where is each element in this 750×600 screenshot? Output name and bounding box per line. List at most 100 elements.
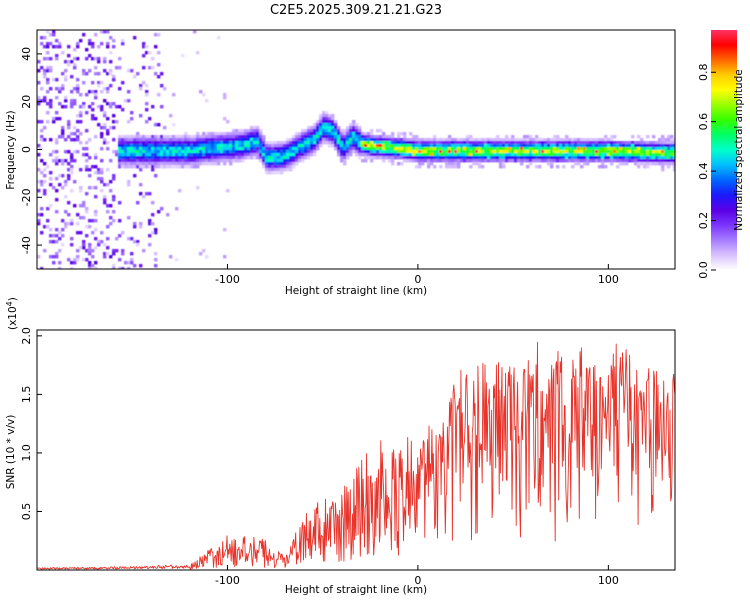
heatmap-cell	[238, 150, 242, 154]
heatmap-cell	[52, 78, 56, 82]
heatmap-cell	[643, 159, 647, 163]
heatmap-cell	[244, 138, 248, 142]
heatmap-cell	[271, 147, 275, 151]
heatmap-cell	[217, 132, 221, 136]
heatmap-cell	[124, 153, 128, 157]
heatmap-cell	[394, 153, 398, 157]
heatmap-cell	[583, 147, 587, 151]
heatmap-cell	[229, 132, 233, 136]
heatmap-cell	[118, 162, 122, 166]
heatmap-cell	[385, 147, 389, 151]
heatmap-cell	[463, 147, 467, 151]
heatmap-cell	[403, 153, 407, 157]
heatmap-cell	[361, 132, 365, 136]
heatmap-cell	[121, 231, 125, 235]
heatmap-cell	[664, 138, 668, 142]
heatmap-cell	[40, 171, 44, 175]
heatmap-cell	[574, 144, 578, 148]
heatmap-cell	[511, 141, 515, 145]
heatmap-cell	[286, 141, 290, 145]
heatmap-cell	[100, 81, 104, 85]
heatmap-cell	[103, 57, 107, 61]
heatmap-cell	[232, 129, 236, 133]
heatmap-cell	[220, 144, 224, 148]
heatmap-cell	[226, 189, 230, 193]
heatmap-cell	[193, 144, 197, 148]
heatmap-cell	[298, 132, 302, 136]
heatmap-cell	[664, 144, 668, 148]
heatmap-cell	[76, 87, 80, 91]
heatmap-cell	[451, 153, 455, 157]
heatmap-cell	[586, 141, 590, 145]
heatmap-cell	[331, 126, 335, 130]
heatmap-cell	[658, 138, 662, 142]
heatmap-cell	[559, 144, 563, 148]
heatmap-cell	[292, 153, 296, 157]
heatmap-cell	[586, 150, 590, 154]
heatmap-cell	[430, 159, 434, 163]
heatmap-cell	[145, 138, 149, 142]
heatmap-cell	[235, 156, 239, 160]
heatmap-cell	[85, 234, 89, 238]
heatmap-cell	[589, 153, 593, 157]
heatmap-cell	[157, 165, 161, 169]
heatmap-cell	[64, 60, 68, 64]
spectrogram-x-tick-label: 0	[414, 273, 421, 286]
heatmap-cell	[142, 138, 146, 142]
heatmap-cell	[67, 201, 71, 205]
heatmap-cell	[613, 150, 617, 154]
heatmap-cell	[178, 150, 182, 154]
heatmap-cell	[508, 159, 512, 163]
heatmap-cell	[388, 156, 392, 160]
heatmap-cell	[187, 159, 191, 163]
heatmap-cell	[322, 126, 326, 130]
heatmap-cell	[145, 120, 149, 124]
heatmap-cell	[568, 144, 572, 148]
heatmap-cell	[79, 216, 83, 220]
heatmap-cell	[346, 153, 350, 157]
heatmap-cell	[115, 237, 119, 241]
heatmap-cell	[148, 243, 152, 247]
heatmap-cell	[58, 231, 62, 235]
heatmap-cell	[475, 150, 479, 154]
heatmap-cell	[193, 147, 197, 151]
heatmap-cell	[40, 231, 44, 235]
heatmap-cell	[169, 162, 173, 166]
heatmap-cell	[121, 162, 125, 166]
heatmap-cell	[355, 138, 359, 142]
heatmap-cell	[157, 63, 161, 67]
heatmap-cells	[37, 30, 675, 269]
heatmap-cell	[253, 135, 257, 139]
heatmap-cell	[193, 150, 197, 154]
heatmap-cell	[61, 159, 65, 163]
spectrogram-y-tick-label: 0	[20, 146, 33, 153]
heatmap-cell	[103, 114, 107, 118]
heatmap-cell	[613, 159, 617, 163]
heatmap-cell	[535, 153, 539, 157]
heatmap-cell	[568, 138, 572, 142]
heatmap-cell	[451, 138, 455, 142]
heatmap-cell	[316, 135, 320, 139]
heatmap-cell	[244, 153, 248, 157]
heatmap-cell	[496, 144, 500, 148]
heatmap-cell	[346, 129, 350, 133]
heatmap-cell	[361, 141, 365, 145]
heatmap-cell	[109, 102, 113, 106]
heatmap-cell	[298, 144, 302, 148]
heatmap-cell	[178, 147, 182, 151]
heatmap-cell	[499, 156, 503, 160]
heatmap-cell	[340, 141, 344, 145]
heatmap-cell	[151, 144, 155, 148]
heatmap-cell	[472, 156, 476, 160]
heatmap-cell	[184, 138, 188, 142]
heatmap-cell	[238, 135, 242, 139]
heatmap-cell	[487, 144, 491, 148]
heatmap-cell	[46, 225, 50, 229]
snr-y-label: SNR (10 * v/v)	[5, 415, 17, 490]
heatmap-cell	[385, 144, 389, 148]
heatmap-cell	[391, 138, 395, 142]
heatmap-cell	[208, 147, 212, 151]
heatmap-cell	[136, 156, 140, 160]
heatmap-cell	[556, 150, 560, 154]
heatmap-cell	[667, 135, 671, 139]
